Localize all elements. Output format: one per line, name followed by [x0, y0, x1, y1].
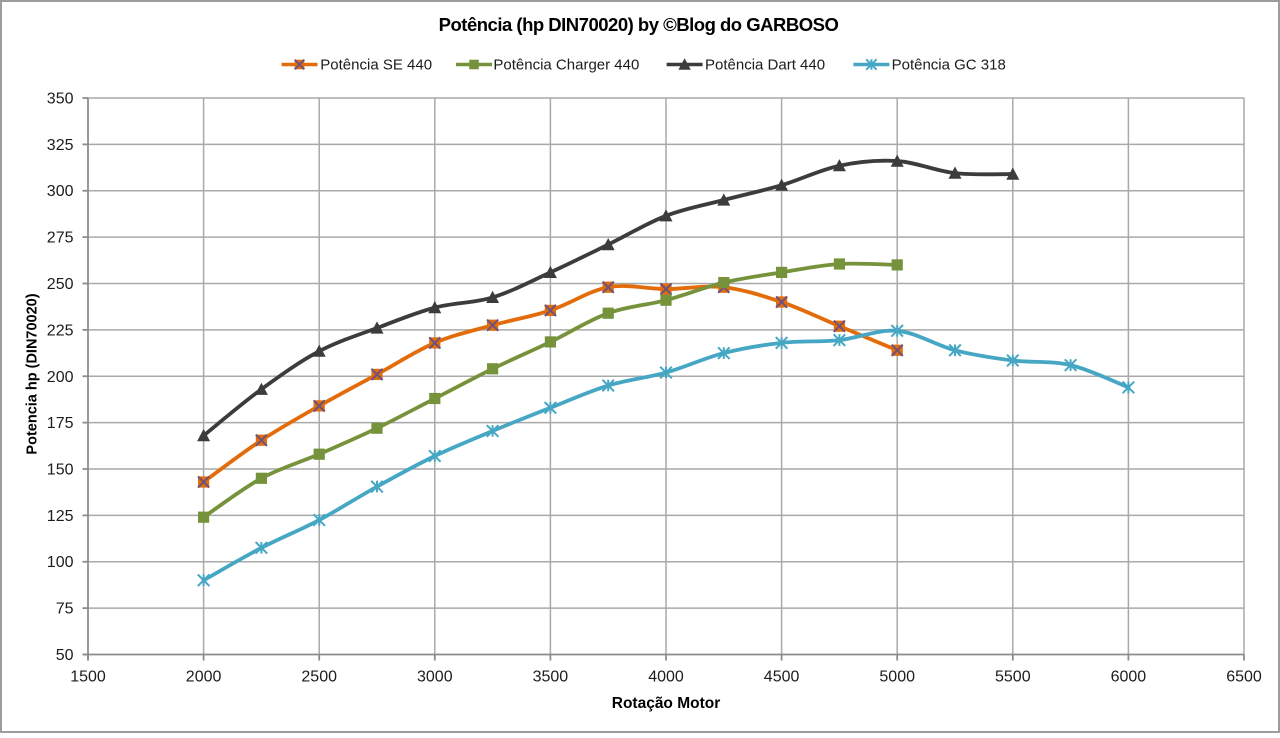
svg-text:250: 250 — [47, 276, 74, 293]
svg-text:6500: 6500 — [1226, 669, 1262, 686]
svg-text:50: 50 — [56, 647, 74, 664]
svg-text:6000: 6000 — [1111, 669, 1147, 686]
svg-text:2500: 2500 — [301, 669, 337, 686]
svg-text:1500: 1500 — [70, 669, 106, 686]
svg-text:75: 75 — [56, 601, 74, 618]
svg-text:125: 125 — [47, 508, 74, 525]
svg-text:100: 100 — [47, 554, 74, 571]
svg-text:3000: 3000 — [417, 669, 453, 686]
svg-text:Potencia hp (DIN70020): Potencia hp (DIN70020) — [25, 293, 41, 454]
svg-text:4500: 4500 — [764, 669, 800, 686]
svg-text:300: 300 — [47, 183, 74, 200]
svg-text:275: 275 — [47, 230, 74, 247]
svg-text:350: 350 — [47, 91, 74, 108]
svg-text:4000: 4000 — [648, 669, 684, 686]
svg-text:Potência SE 440: Potência SE 440 — [320, 57, 432, 74]
svg-text:3500: 3500 — [533, 669, 569, 686]
svg-text:Potência Dart 440: Potência Dart 440 — [705, 57, 825, 74]
svg-text:Potência (hp DIN70020) by ©Blo: Potência (hp DIN70020) by ©Blog do GARBO… — [439, 14, 839, 35]
svg-text:Potência GC 318: Potência GC 318 — [892, 57, 1006, 74]
svg-text:5000: 5000 — [879, 669, 915, 686]
svg-text:225: 225 — [47, 322, 74, 339]
svg-text:325: 325 — [47, 137, 74, 154]
svg-text:175: 175 — [47, 415, 74, 432]
svg-text:200: 200 — [47, 369, 74, 386]
svg-text:Potência Charger 440: Potência Charger 440 — [493, 57, 639, 74]
svg-text:5500: 5500 — [995, 669, 1031, 686]
svg-text:150: 150 — [47, 462, 74, 479]
svg-text:2000: 2000 — [186, 669, 222, 686]
svg-text:Rotação Motor: Rotação Motor — [612, 695, 721, 712]
